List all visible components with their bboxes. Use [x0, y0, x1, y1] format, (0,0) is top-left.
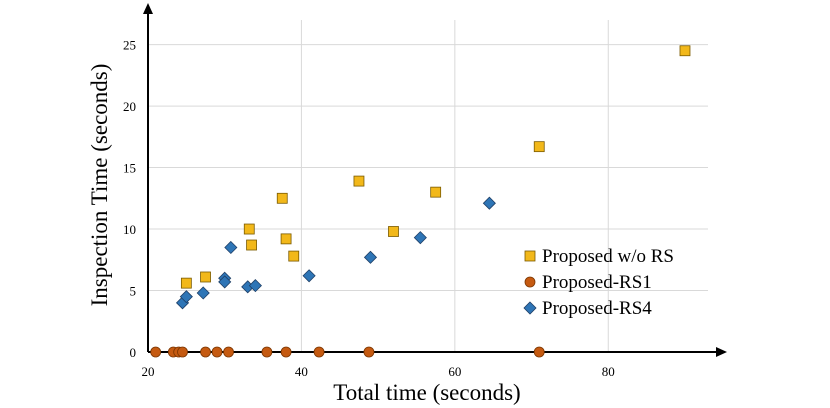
x-axis-title: Total time (seconds): [333, 380, 520, 405]
point-proposed-w-o-rs: [679, 45, 691, 57]
legend-marker-proposed-rs4: [523, 301, 537, 315]
y-tick-label: 20: [123, 99, 136, 114]
point-proposed-rs1: [313, 346, 325, 358]
point-proposed-rs1: [223, 346, 234, 358]
legend-marker-proposed-rs1: [524, 276, 536, 288]
legend: Proposed w/o RS Proposed-RS1 Proposed-RS4: [523, 246, 674, 319]
point-proposed-w-o-rs: [200, 271, 211, 283]
point-proposed-rs4: [413, 231, 427, 245]
grid-lines: [148, 20, 708, 352]
point-proposed-rs1: [533, 346, 545, 358]
point-proposed-rs4: [196, 286, 210, 300]
x-tick-label: 20: [142, 364, 155, 379]
point-proposed-rs4: [248, 279, 262, 293]
y-axis-title: Inspection Time (seconds): [87, 64, 112, 307]
legend-label-proposed-w-o-rs: Proposed w/o RS: [542, 246, 674, 267]
point-proposed-rs4: [302, 269, 316, 283]
point-proposed-rs4: [482, 196, 496, 210]
point-proposed-rs4: [218, 275, 232, 289]
point-proposed-rs4: [179, 290, 193, 304]
point-proposed-w-o-rs: [246, 239, 257, 251]
tick-labels: 0 5 10 15 20 25 20 40 60 80: [123, 38, 615, 379]
x-tick-label: 60: [448, 364, 461, 379]
point-proposed-w-o-rs: [288, 250, 300, 262]
y-tick-label: 15: [123, 161, 136, 176]
legend-label-proposed-rs1: Proposed-RS1: [542, 272, 652, 293]
y-tick-label: 10: [123, 222, 136, 237]
point-proposed-rs4: [224, 240, 238, 255]
point-proposed-rs1: [177, 346, 188, 358]
point-proposed-w-o-rs: [280, 233, 292, 245]
x-tick-label: 80: [602, 364, 615, 379]
y-tick-label: 25: [123, 38, 136, 53]
point-proposed-w-o-rs: [388, 226, 399, 237]
point-proposed-rs4: [363, 250, 378, 264]
data-points: [150, 45, 691, 358]
axes: [143, 3, 727, 357]
point-proposed-rs1: [261, 346, 273, 358]
point-proposed-rs1: [200, 346, 211, 358]
y-tick-label: 5: [130, 284, 137, 299]
point-proposed-w-o-rs: [533, 141, 545, 153]
point-proposed-w-o-rs: [243, 223, 255, 235]
legend-label-proposed-rs4: Proposed-RS4: [542, 298, 652, 319]
legend-marker-proposed-w-o-rs: [524, 250, 536, 262]
point-proposed-w-o-rs: [180, 277, 192, 289]
x-tick-label: 40: [295, 364, 308, 379]
y-tick-label: 0: [130, 345, 137, 360]
point-proposed-w-o-rs: [276, 192, 288, 204]
x-axis-arrowhead: [716, 347, 727, 357]
point-proposed-rs1: [280, 346, 292, 358]
point-proposed-rs1: [150, 346, 162, 358]
point-proposed-w-o-rs: [430, 186, 442, 198]
point-proposed-rs1: [363, 346, 375, 358]
point-proposed-w-o-rs: [353, 175, 365, 187]
y-axis-arrowhead: [143, 3, 153, 14]
point-proposed-rs1: [211, 346, 223, 358]
